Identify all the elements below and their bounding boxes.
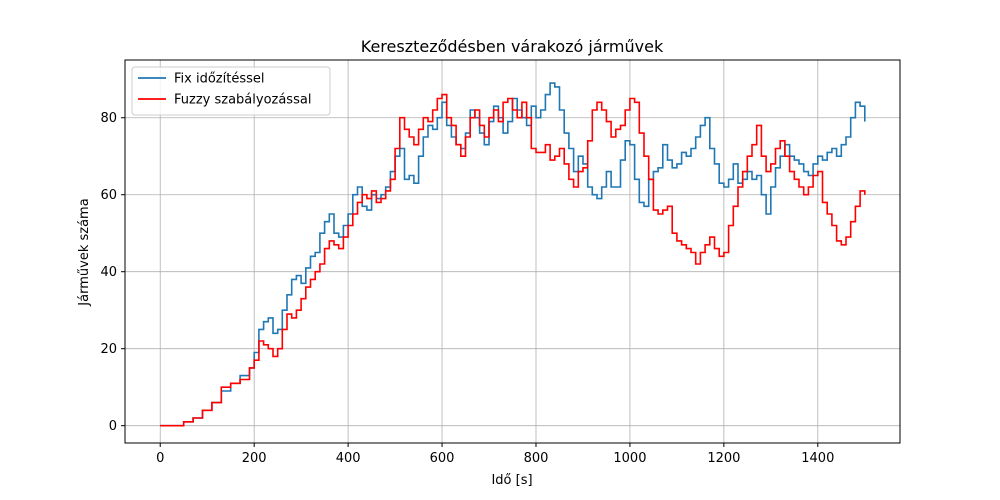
x-tick-label: 1400 — [801, 451, 834, 466]
x-tick-label: 1200 — [707, 451, 740, 466]
x-tick-label: 200 — [242, 451, 267, 466]
y-tick-label: 40 — [100, 265, 117, 280]
legend: Fix időzítéssel Fuzzy szabályozással — [131, 66, 331, 116]
y-tick-label: 20 — [100, 342, 117, 357]
series-line-2 — [160, 93, 866, 427]
y-axis-label: Járművek száma — [77, 198, 92, 306]
y-tick-label: 80 — [100, 111, 117, 126]
legend-label-2: Fuzzy szabályozással — [174, 93, 311, 108]
x-tick-label: 400 — [336, 451, 361, 466]
series-layer — [160, 82, 866, 427]
y-tick-label: 0 — [109, 419, 117, 434]
x-tick-label: 1000 — [613, 451, 646, 466]
legend-label-1: Fix időzítéssel — [174, 72, 264, 87]
series-line-1 — [160, 82, 866, 427]
x-ticks: 0 200 400 600 800 1000 1200 1400 — [156, 443, 834, 466]
plot-frame — [124, 59, 901, 444]
y-tick-label: 60 — [100, 188, 117, 203]
legend-box — [131, 66, 331, 116]
x-tick-label: 800 — [524, 451, 549, 466]
x-tick-label: 600 — [430, 451, 455, 466]
grid-layer — [125, 60, 900, 443]
chart-title: Kereszteződésben várakozó járművek — [361, 37, 664, 56]
x-axis-label: Idő [s] — [491, 473, 532, 488]
x-tick-label: 0 — [156, 451, 164, 466]
y-ticks: 0 20 40 60 80 — [100, 111, 125, 434]
